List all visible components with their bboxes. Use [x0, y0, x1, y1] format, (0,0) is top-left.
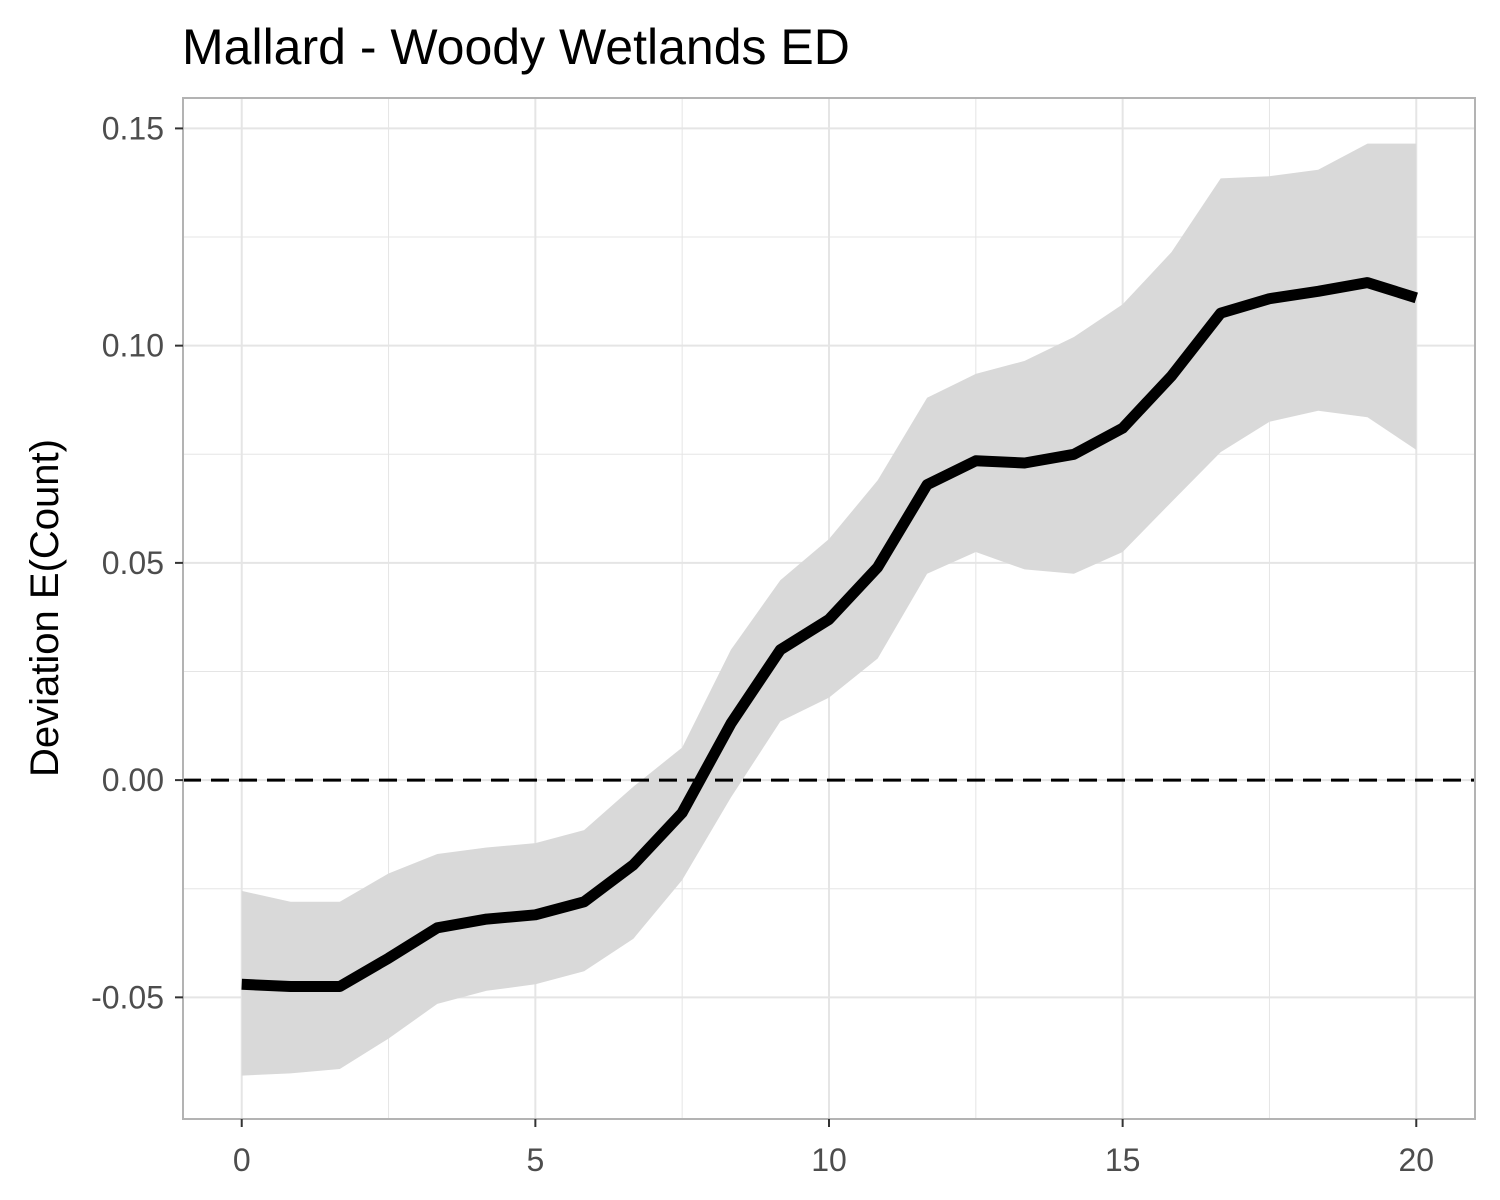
x-tick-label: 10 [811, 1142, 847, 1178]
y-tick-label: 0.00 [102, 762, 164, 798]
x-tick-label: 15 [1105, 1142, 1141, 1178]
chart-title: Mallard - Woody Wetlands ED [182, 19, 850, 75]
series-line [241, 277, 1418, 992]
x-tick-label: 20 [1398, 1142, 1434, 1178]
y-tick-label: 0.10 [102, 328, 164, 364]
y-axis-label: Deviation E(Count) [23, 439, 67, 777]
y-tick-label: 0.05 [102, 545, 164, 581]
x-tick-label: 0 [233, 1142, 251, 1178]
y-tick-label: -0.05 [91, 979, 164, 1015]
confidence-ribbon [241, 143, 1417, 1076]
x-tick-label: 5 [526, 1142, 544, 1178]
plot-panel [182, 97, 1476, 1120]
y-tick-label: 0.15 [102, 110, 164, 146]
